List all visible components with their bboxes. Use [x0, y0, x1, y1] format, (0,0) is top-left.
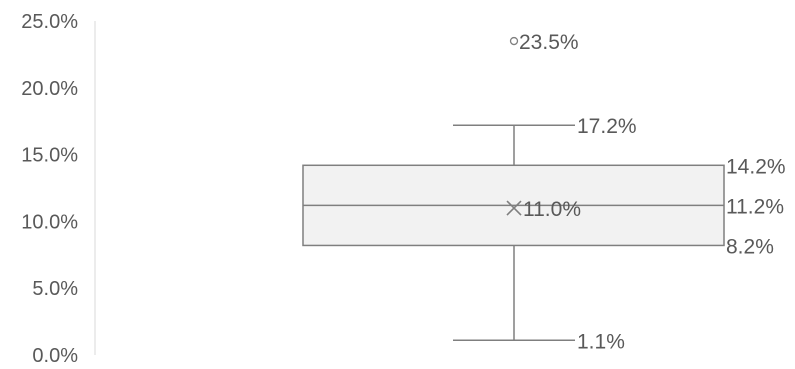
mean-marker	[506, 200, 522, 216]
min-data-label: 1.1%	[577, 330, 625, 353]
y-tick-label: 10.0%	[21, 211, 78, 233]
q1-data-label: 8.2%	[726, 235, 774, 258]
y-axis-tick-labels: 0.0% 5.0% 10.0% 15.0% 20.0% 25.0%	[21, 11, 78, 367]
y-tick-label: 0.0%	[32, 345, 78, 367]
y-tick-label: 25.0%	[21, 11, 78, 33]
box-plot	[302, 36, 725, 342]
outlier-point	[509, 36, 519, 46]
median-data-label: 11.2%	[726, 195, 784, 218]
y-tick-label: 20.0%	[21, 78, 78, 100]
outlier-data-label: 23.5%	[519, 31, 579, 54]
y-tick-label: 5.0%	[32, 278, 78, 300]
data-labels: 17.2% 1.1% 14.2% 11.2% 8.2% 11.0% 23.5%	[519, 31, 786, 353]
mean-data-label: 11.0%	[523, 198, 581, 221]
q3-data-label: 14.2%	[726, 155, 786, 178]
y-tick-label: 15.0%	[21, 145, 78, 167]
max-data-label: 17.2%	[577, 115, 637, 138]
